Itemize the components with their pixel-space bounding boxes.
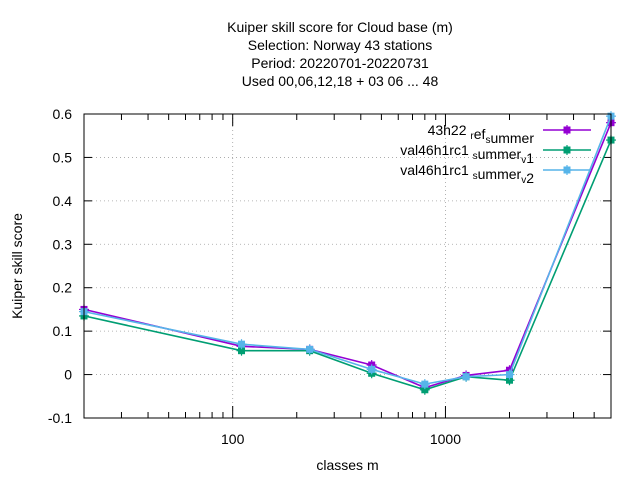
legend-label: 43h22 refsummer — [428, 122, 535, 146]
series-line — [83, 139, 612, 391]
legend-label-part: val46h1rc1 — [400, 162, 472, 178]
legend-label-part: v — [521, 155, 526, 166]
title-line: Used 00,06,12,18 + 03 06 ... 48 — [242, 73, 439, 89]
y-tick-label: 0.6 — [53, 106, 73, 122]
y-tick-label: 0.3 — [53, 236, 73, 252]
series-2 — [79, 135, 616, 395]
legend-label: val46h1rc1 summerv1 — [400, 142, 534, 166]
series-1 — [79, 117, 616, 393]
series-lines — [79, 111, 616, 395]
y-tick-label: 0.5 — [53, 149, 73, 165]
legend-label-part: s — [473, 151, 478, 162]
legend-label-part: val46h1rc1 — [400, 142, 472, 158]
grid — [84, 114, 611, 418]
y-axis-label: Kuiper skill score — [9, 213, 25, 319]
x-tick-label: 100 — [221, 431, 245, 447]
legend-label-part: ef — [474, 126, 486, 142]
axis-ticks: -0.1 0 0.1 0.2 0.3 0.4 0.5 0.6 100 1000 — [48, 106, 611, 447]
plot-frame — [83, 113, 612, 419]
legend-item: val46h1rc1 summerv1 — [400, 142, 591, 166]
x-tick-label: 1000 — [430, 431, 461, 447]
y-tick-label: 0.1 — [53, 323, 73, 339]
x-axis-label: classes m — [316, 457, 378, 473]
legend-label-part: r — [470, 131, 474, 142]
series-line — [83, 115, 612, 385]
legend-label: val46h1rc1 summerv2 — [400, 162, 534, 186]
legend-label-part: ummer — [478, 146, 522, 162]
title-line: Period: 20220701-20220731 — [251, 55, 429, 71]
title-line: Kuiper skill score for Cloud base (m) — [227, 19, 453, 35]
legend-item: 43h22 refsummer — [428, 122, 591, 146]
y-tick-label: 0.4 — [53, 193, 73, 209]
title-line: Selection: Norway 43 stations — [248, 37, 432, 53]
legend-label-part: v — [521, 175, 526, 186]
legend-label-part: s — [473, 171, 478, 182]
series-3 — [79, 111, 616, 390]
y-tick-label: 0 — [64, 367, 72, 383]
legend-label-part: s — [485, 135, 490, 146]
legend-item: val46h1rc1 summerv2 — [400, 162, 591, 186]
legend-label-part: 2 — [526, 170, 534, 186]
y-tick-label: 0.2 — [53, 280, 73, 296]
legend-label-part: 43h22 — [428, 122, 471, 138]
legend-label-part: 1 — [526, 150, 534, 166]
chart-title: Kuiper skill score for Cloud base (m) Sel… — [227, 19, 453, 89]
legend-label-part: ummer — [478, 166, 522, 182]
y-tick-label: -0.1 — [48, 410, 72, 426]
legend-label-part: ummer — [490, 130, 534, 146]
